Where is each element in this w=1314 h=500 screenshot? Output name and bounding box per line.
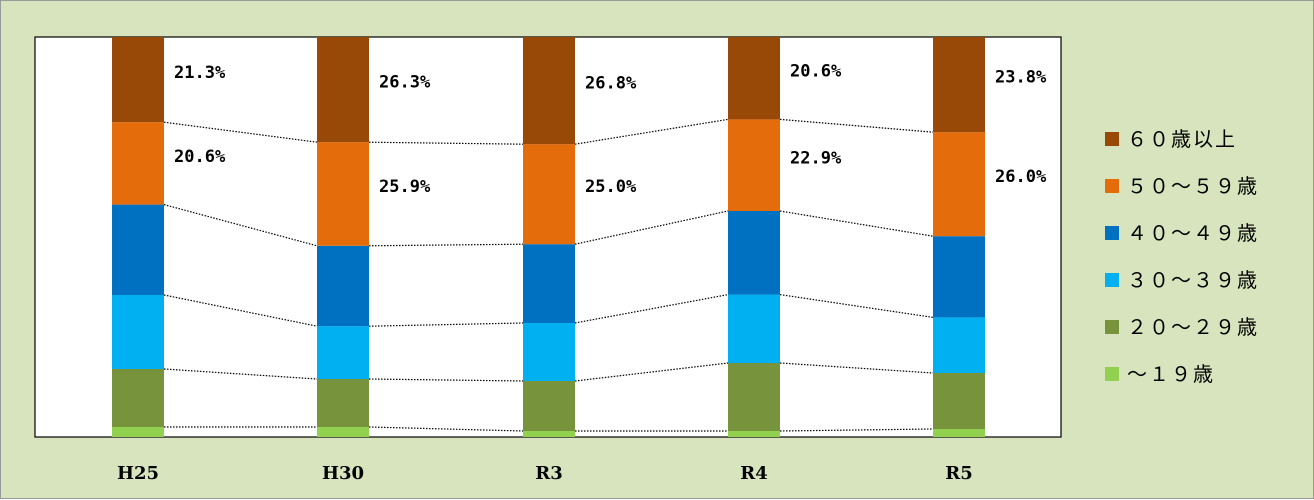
- bar-segment: [112, 204, 164, 295]
- series-connector: [163, 294, 318, 327]
- legend-label: ３０～３９歳: [1127, 268, 1259, 292]
- bar-segment: [523, 381, 575, 431]
- series-connector: [574, 210, 729, 245]
- series-connector-lines: [163, 118, 934, 432]
- bar-segment: [317, 37, 369, 143]
- bar-segment: [523, 144, 575, 245]
- legend-label: ６０歳以上: [1127, 127, 1237, 151]
- bar-segment: [523, 244, 575, 323]
- data-labels: 21.3% 26.3% 26.8% 20.6% 23.8% 20.6% 25.9% 25.0%…: [174, 62, 1047, 198]
- bar-segment: [112, 369, 164, 427]
- data-label: 26.8%: [585, 73, 637, 93]
- bar-segment: [933, 236, 985, 318]
- bar-segment: [728, 431, 780, 437]
- series-connector: [574, 294, 729, 324]
- bar-segment: [728, 119, 780, 211]
- bar-segment: [523, 37, 575, 145]
- data-label: 20.6%: [174, 147, 226, 167]
- bar-segment: [112, 427, 164, 437]
- legend-label: ～１９歳: [1127, 362, 1215, 386]
- data-label: 25.0%: [585, 177, 637, 197]
- series-connector: [574, 118, 729, 145]
- bar-segment: [317, 427, 369, 437]
- legend-swatch: [1105, 320, 1119, 334]
- data-label: 21.3%: [174, 63, 226, 83]
- legend-label: ２０～２９歳: [1127, 315, 1259, 339]
- category-axis-labels: H25 H30 R3 R4 R5: [117, 463, 973, 484]
- category-label: H30: [322, 463, 364, 484]
- legend-label: ４０～４９歳: [1127, 221, 1259, 245]
- bar-segment: [933, 317, 985, 373]
- bar-segment: [112, 37, 164, 123]
- data-label: 20.6%: [790, 62, 842, 82]
- bar-segment: [728, 37, 780, 120]
- category-label: H25: [117, 463, 159, 484]
- category-label: R4: [740, 463, 767, 484]
- bar-segment: [728, 363, 780, 431]
- series-connector: [163, 204, 318, 247]
- bar-segments: [112, 37, 985, 437]
- bar-segment: [523, 431, 575, 437]
- data-label: 26.0%: [995, 167, 1047, 187]
- bar-segment: [728, 211, 780, 295]
- legend-label: ５０～５９歳: [1127, 174, 1259, 198]
- series-connector: [779, 210, 934, 237]
- legend-swatch: [1105, 273, 1119, 287]
- bar-segment: [523, 323, 575, 381]
- legend-swatch: [1105, 179, 1119, 193]
- legend-swatch: [1105, 132, 1119, 146]
- legend-swatch: [1105, 367, 1119, 381]
- bar-segment: [933, 373, 985, 429]
- legend-swatch: [1105, 226, 1119, 240]
- bar-segment: [112, 122, 164, 205]
- category-label: R5: [945, 463, 972, 484]
- bar-segment: [317, 245, 369, 327]
- category-label: R3: [535, 463, 562, 484]
- data-label: 23.8%: [995, 68, 1047, 88]
- data-label: 26.3%: [379, 72, 431, 92]
- bar-segment: [933, 429, 985, 437]
- bar-segment: [728, 294, 780, 363]
- bar-segment: [317, 326, 369, 379]
- bar-segment: [933, 132, 985, 237]
- data-label: 22.9%: [790, 148, 842, 168]
- data-label: 25.9%: [379, 177, 431, 197]
- bar-segment: [112, 295, 164, 369]
- bar-segment: [317, 379, 369, 427]
- legend: ６０歳以上 ５０～５９歳 ４０～４９歳 ３０～３９歳 ２０～２９歳 ～１９歳: [1105, 127, 1259, 386]
- bar-segment: [317, 142, 369, 246]
- bar-segment: [933, 37, 985, 133]
